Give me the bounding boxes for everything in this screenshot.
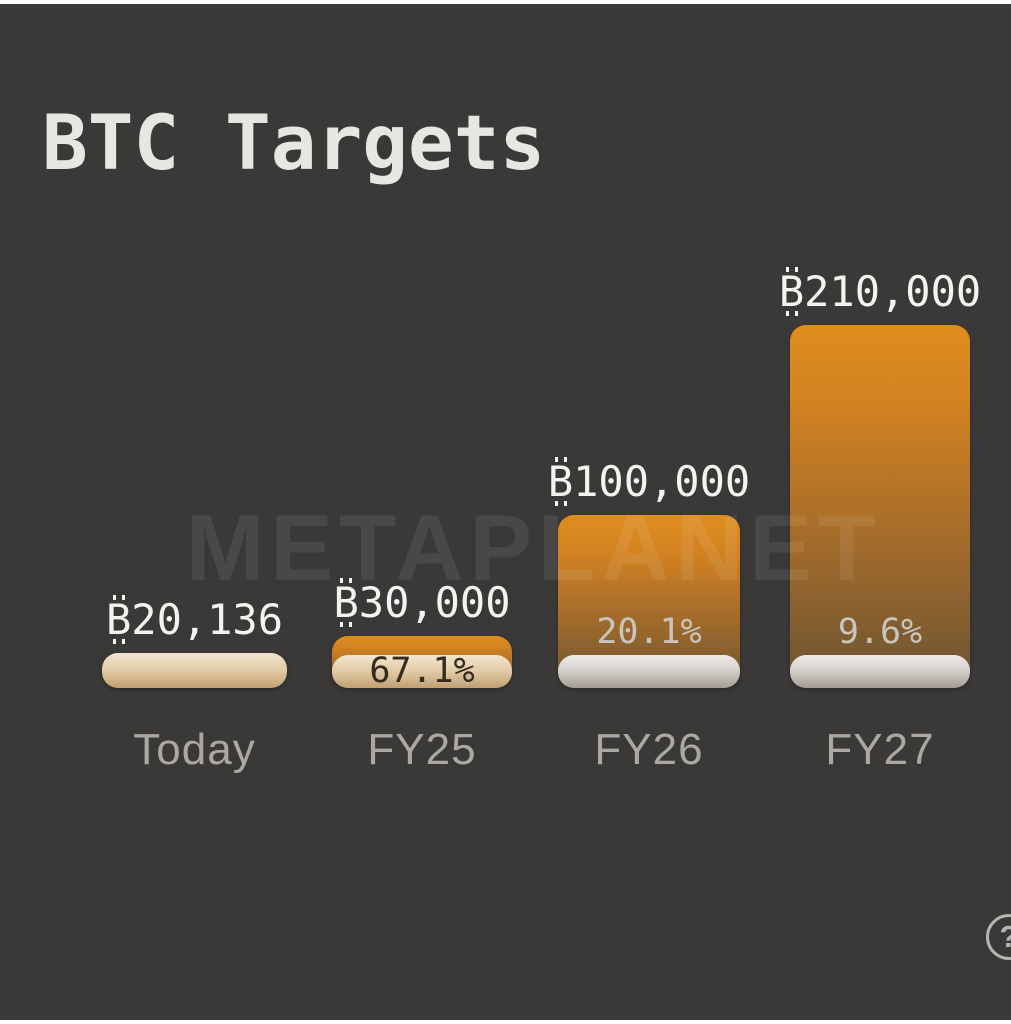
btc-symbol: B [333, 578, 359, 627]
today-holdings-segment-fy27 [790, 655, 970, 688]
question-mark-icon: ? [1000, 919, 1011, 955]
percent-label-fy26: 20.1% [596, 612, 702, 652]
help-button[interactable]: ? [986, 914, 1011, 960]
axis-label-today: Today [133, 725, 256, 774]
page-title: BTC Targets [42, 97, 546, 187]
bar-fy25: 67.1% [332, 636, 512, 691]
watermark: METAPLANET [186, 495, 882, 600]
bar-value-amount-fy27: 210,000 [804, 267, 982, 316]
bar-fy27: 9.6% [790, 325, 970, 688]
today-holdings-segment-fy26 [558, 655, 740, 688]
bar-value-label-today: B20,136 [105, 595, 283, 644]
bar-group-today: B20,136 [102, 595, 287, 688]
btc-symbol: B [105, 595, 132, 644]
bar-value-label-fy27: B210,000 [778, 267, 981, 316]
top-border-strip [0, 0, 1011, 4]
bar-group-fy25: B30,000 67.1% [332, 578, 512, 691]
btc-symbol: B [778, 267, 805, 316]
axis-label-fy25: FY25 [367, 725, 477, 774]
bar-group-fy27: B210,000 9.6% [779, 267, 981, 688]
axis-label-fy26: FY26 [594, 725, 704, 774]
bar-value-amount-fy26: 100,000 [573, 457, 751, 506]
percent-label-fy25: 67.1% [369, 651, 475, 691]
bar-value-label-fy25: B30,000 [333, 578, 511, 627]
bar-fy26: 20.1% [558, 515, 740, 688]
bar-value-amount-fy25: 30,000 [358, 578, 511, 627]
bar-value-amount-today: 20,136 [131, 595, 283, 644]
btc-symbol: B [547, 457, 574, 506]
bottom-border-strip [0, 1020, 1011, 1024]
bar-today [102, 653, 287, 688]
bar-value-label-fy26: B100,000 [547, 457, 750, 506]
percent-label-fy27: 9.6% [837, 612, 923, 652]
axis-label-fy27: FY27 [825, 725, 935, 774]
today-holdings-segment-fy25: 67.1% [332, 651, 512, 691]
bar-group-fy26: B100,000 20.1% [548, 457, 750, 688]
